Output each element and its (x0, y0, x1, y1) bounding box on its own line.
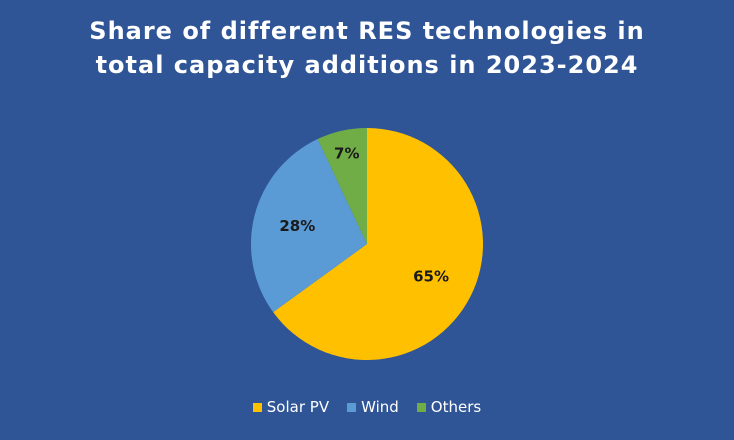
data-label-wind: 28% (279, 217, 315, 235)
legend-item-solar-pv: Solar PV (252, 398, 330, 416)
legend-item-wind: Wind (347, 398, 399, 416)
chart-title-line-2: total capacity additions in 2023-2024 (95, 51, 639, 79)
legend-swatch-solar-pv (252, 402, 262, 412)
legend: Solar PV Wind Others (0, 398, 734, 416)
legend-item-others: Others (416, 398, 482, 416)
data-label-others: 7% (334, 144, 359, 162)
legend-swatch-others (416, 402, 426, 412)
pie-slice-wind (251, 139, 367, 313)
legend-label-others: Others (430, 398, 482, 416)
pie-slice-solar-pv (273, 128, 483, 360)
legend-label-solar-pv: Solar PV (266, 398, 330, 416)
legend-label-wind: Wind (361, 398, 399, 416)
pie-slice-others (317, 128, 367, 244)
chart-title: Share of different RES technologies in t… (0, 14, 734, 82)
chart-title-line-1: Share of different RES technologies in (89, 17, 645, 45)
data-label-solar-pv: 65% (413, 268, 449, 286)
legend-swatch-wind (347, 402, 357, 412)
